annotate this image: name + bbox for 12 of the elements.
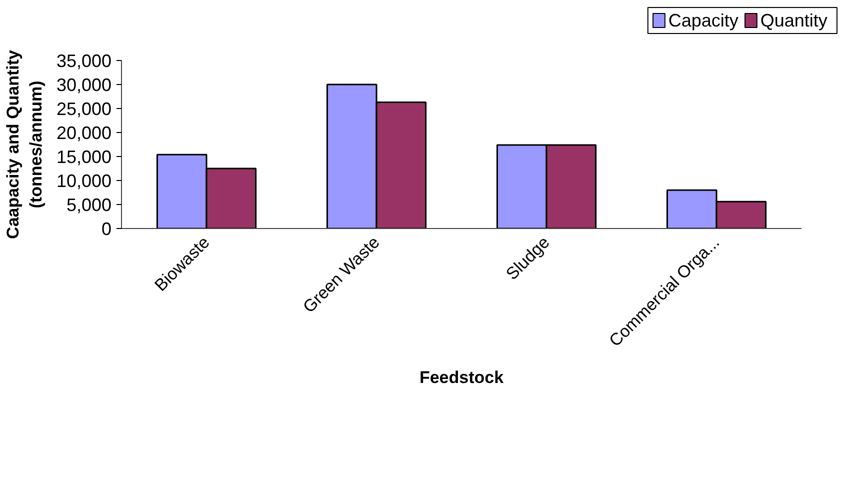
legend-label: Quantity [760, 10, 828, 30]
y-tick-label: 20,000 [56, 123, 112, 143]
legend-label: Capacity [668, 10, 738, 30]
y-tick-label: 10,000 [56, 171, 112, 191]
y-axis-title: Caapacity and Quantity (tonnes/annum) [4, 49, 46, 239]
y-tick-label: 30,000 [56, 75, 112, 95]
x-axis-title: Feedstock [419, 368, 504, 388]
y-tick-label: 15,000 [56, 147, 112, 167]
y-tick-label: 35,000 [56, 51, 112, 71]
y-tick-label: 0 [101, 219, 112, 239]
y-tick-label: 25,000 [56, 99, 112, 119]
y-tick-label: 5,000 [66, 195, 112, 215]
